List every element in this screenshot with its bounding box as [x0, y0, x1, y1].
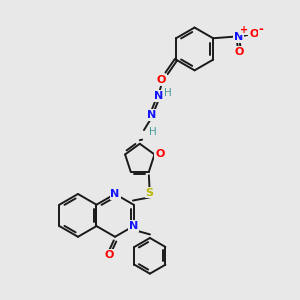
Text: N: N [154, 91, 163, 101]
Text: H: H [149, 128, 157, 137]
Text: O: O [155, 149, 164, 159]
Text: N: N [129, 221, 138, 231]
Text: O: O [249, 29, 259, 39]
Text: O: O [235, 47, 244, 57]
Text: +: + [240, 25, 248, 35]
Text: S: S [146, 188, 154, 197]
Text: H: H [164, 88, 172, 98]
Text: -: - [258, 22, 263, 35]
Text: N: N [234, 32, 243, 42]
Text: N: N [147, 110, 156, 120]
Text: O: O [157, 75, 166, 85]
Text: N: N [110, 189, 120, 199]
Text: O: O [104, 250, 114, 260]
